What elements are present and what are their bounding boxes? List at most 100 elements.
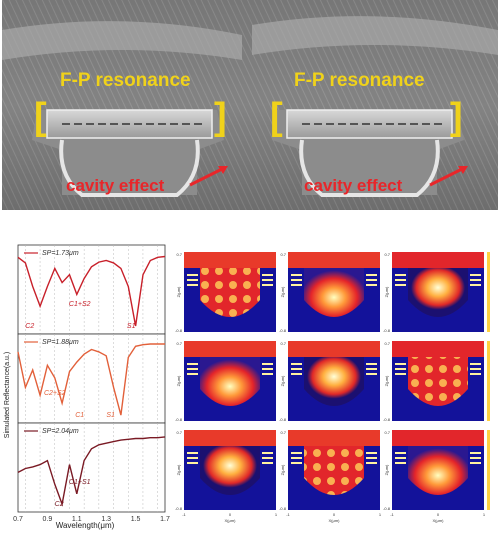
colorbar xyxy=(487,252,490,332)
field-band xyxy=(184,252,276,268)
map-xtick: 0 xyxy=(333,512,336,517)
map-xtick: 1 xyxy=(379,512,382,517)
field-band xyxy=(288,430,380,446)
grating-bar xyxy=(470,279,481,281)
grating-bar xyxy=(291,279,302,281)
grating-bar xyxy=(187,368,198,370)
reflectance-svg: Simulated Reflectance(a.u.) Wavelength(μ… xyxy=(4,244,170,530)
grating-bar xyxy=(187,274,198,276)
cavity-effect-label-right: cavity effect xyxy=(304,176,403,195)
annotation-label: C2 xyxy=(55,501,64,508)
grating-bar xyxy=(291,368,302,370)
grating-bar xyxy=(262,462,273,464)
map-ytick: -0.8 xyxy=(383,417,391,422)
reflectance-chart: Simulated Reflectance(a.u.) Wavelength(μ… xyxy=(0,240,170,530)
map-xtick: -1 xyxy=(182,512,186,517)
grating-bar xyxy=(366,373,377,375)
grating-bar xyxy=(262,274,273,276)
bracket-left-close: ] xyxy=(214,96,227,138)
field-band xyxy=(184,341,276,357)
colorbar xyxy=(487,430,490,510)
grating-bar xyxy=(395,373,406,375)
bracket-right-close: ] xyxy=(450,96,463,138)
map-ytick: 0.7 xyxy=(280,341,286,346)
map-ytick: -0.8 xyxy=(175,506,183,511)
map-ylabel: Z(μm) xyxy=(280,286,285,297)
map-ytick: 0.7 xyxy=(176,341,182,346)
map-ytick: -0.8 xyxy=(175,328,183,333)
map-ylabel: Z(μm) xyxy=(176,286,181,297)
annotation-label: S1 xyxy=(127,323,136,330)
map-ytick: -0.8 xyxy=(383,506,391,511)
grating-bar xyxy=(470,363,481,365)
field-map-grid: Z(μm) 0.7 -0.8 Z(μm) 0.7 -0.8 Z(μm) 0.7 -0.8 Z(μm… xyxy=(170,250,500,533)
map-xlabel: X(μm) xyxy=(329,518,341,523)
field-band xyxy=(288,252,380,268)
grating-bar xyxy=(262,457,273,459)
grating-bar xyxy=(366,284,377,286)
map-ylabel: Z(μm) xyxy=(384,375,389,386)
map-ytick: -0.8 xyxy=(383,328,391,333)
reflectance-xlabel: Wavelength(μm) xyxy=(56,521,115,530)
grating-bar xyxy=(291,462,302,464)
cavity-field xyxy=(200,446,260,495)
map-ytick: 0.7 xyxy=(280,430,286,435)
map-ylabel: Z(μm) xyxy=(384,464,389,475)
sem-image: F-P resonance F-P resonance [ ] [ ] cavi… xyxy=(2,0,498,210)
legend-label: SP=1.73μm xyxy=(42,250,79,257)
grating-bar xyxy=(395,462,406,464)
cavity-field xyxy=(408,446,468,495)
grating-bar xyxy=(366,274,377,276)
cavity-field xyxy=(304,446,364,495)
series-line xyxy=(17,343,165,416)
map-xtick: -1 xyxy=(390,512,394,517)
annotation-label: S1 xyxy=(106,412,115,419)
series-line xyxy=(17,436,166,507)
map-ylabel: Z(μm) xyxy=(176,464,181,475)
grating-bar xyxy=(395,284,406,286)
grating-bar xyxy=(262,373,273,375)
legend-label: SP=2.04μm xyxy=(42,428,79,435)
cavity-field xyxy=(408,268,468,317)
arrow-left xyxy=(189,166,225,187)
grating-bar xyxy=(395,368,406,370)
grating-bar xyxy=(291,274,302,276)
grating-bar xyxy=(395,452,406,454)
map-xtick: -1 xyxy=(286,512,290,517)
field-band xyxy=(392,252,484,268)
map-ytick: -0.8 xyxy=(279,417,287,422)
x-tick-label: 1.3 xyxy=(101,516,111,523)
field-band xyxy=(392,341,484,357)
map-ytick: -0.8 xyxy=(279,506,287,511)
map-xlabel: X(μm) xyxy=(225,518,237,523)
grating-bar xyxy=(262,368,273,370)
series-line xyxy=(17,255,166,327)
bracket-left-open: [ xyxy=(34,96,47,138)
grating-bar xyxy=(366,457,377,459)
map-ytick: 0.7 xyxy=(176,252,182,257)
map-xtick: 0 xyxy=(229,512,232,517)
map-ytick: -0.8 xyxy=(279,328,287,333)
grating-bar xyxy=(395,274,406,276)
annotation-label: C2 xyxy=(25,323,34,330)
map-ylabel: Z(μm) xyxy=(280,375,285,386)
map-xlabel: X(μm) xyxy=(433,518,445,523)
map-ytick: 0.7 xyxy=(384,252,390,257)
map-ytick: 0.7 xyxy=(384,341,390,346)
cavity-field xyxy=(200,357,260,406)
map-xtick: 1 xyxy=(483,512,486,517)
fp-resonance-label-left: F-P resonance xyxy=(60,70,191,91)
grating-bar xyxy=(187,452,198,454)
grating-bar xyxy=(291,452,302,454)
x-tick-label: 0.9 xyxy=(43,516,53,523)
grating-bar xyxy=(366,363,377,365)
legend-label: SP=1.88μm xyxy=(42,339,79,346)
map-ytick: -0.8 xyxy=(175,417,183,422)
map-xtick: 1 xyxy=(275,512,278,517)
colorbar xyxy=(487,341,490,421)
map-ylabel: Z(μm) xyxy=(280,464,285,475)
x-tick-label: 1.1 xyxy=(72,516,82,523)
field-band xyxy=(392,430,484,446)
x-tick-label: 1.5 xyxy=(131,516,141,523)
grating-bar xyxy=(262,452,273,454)
